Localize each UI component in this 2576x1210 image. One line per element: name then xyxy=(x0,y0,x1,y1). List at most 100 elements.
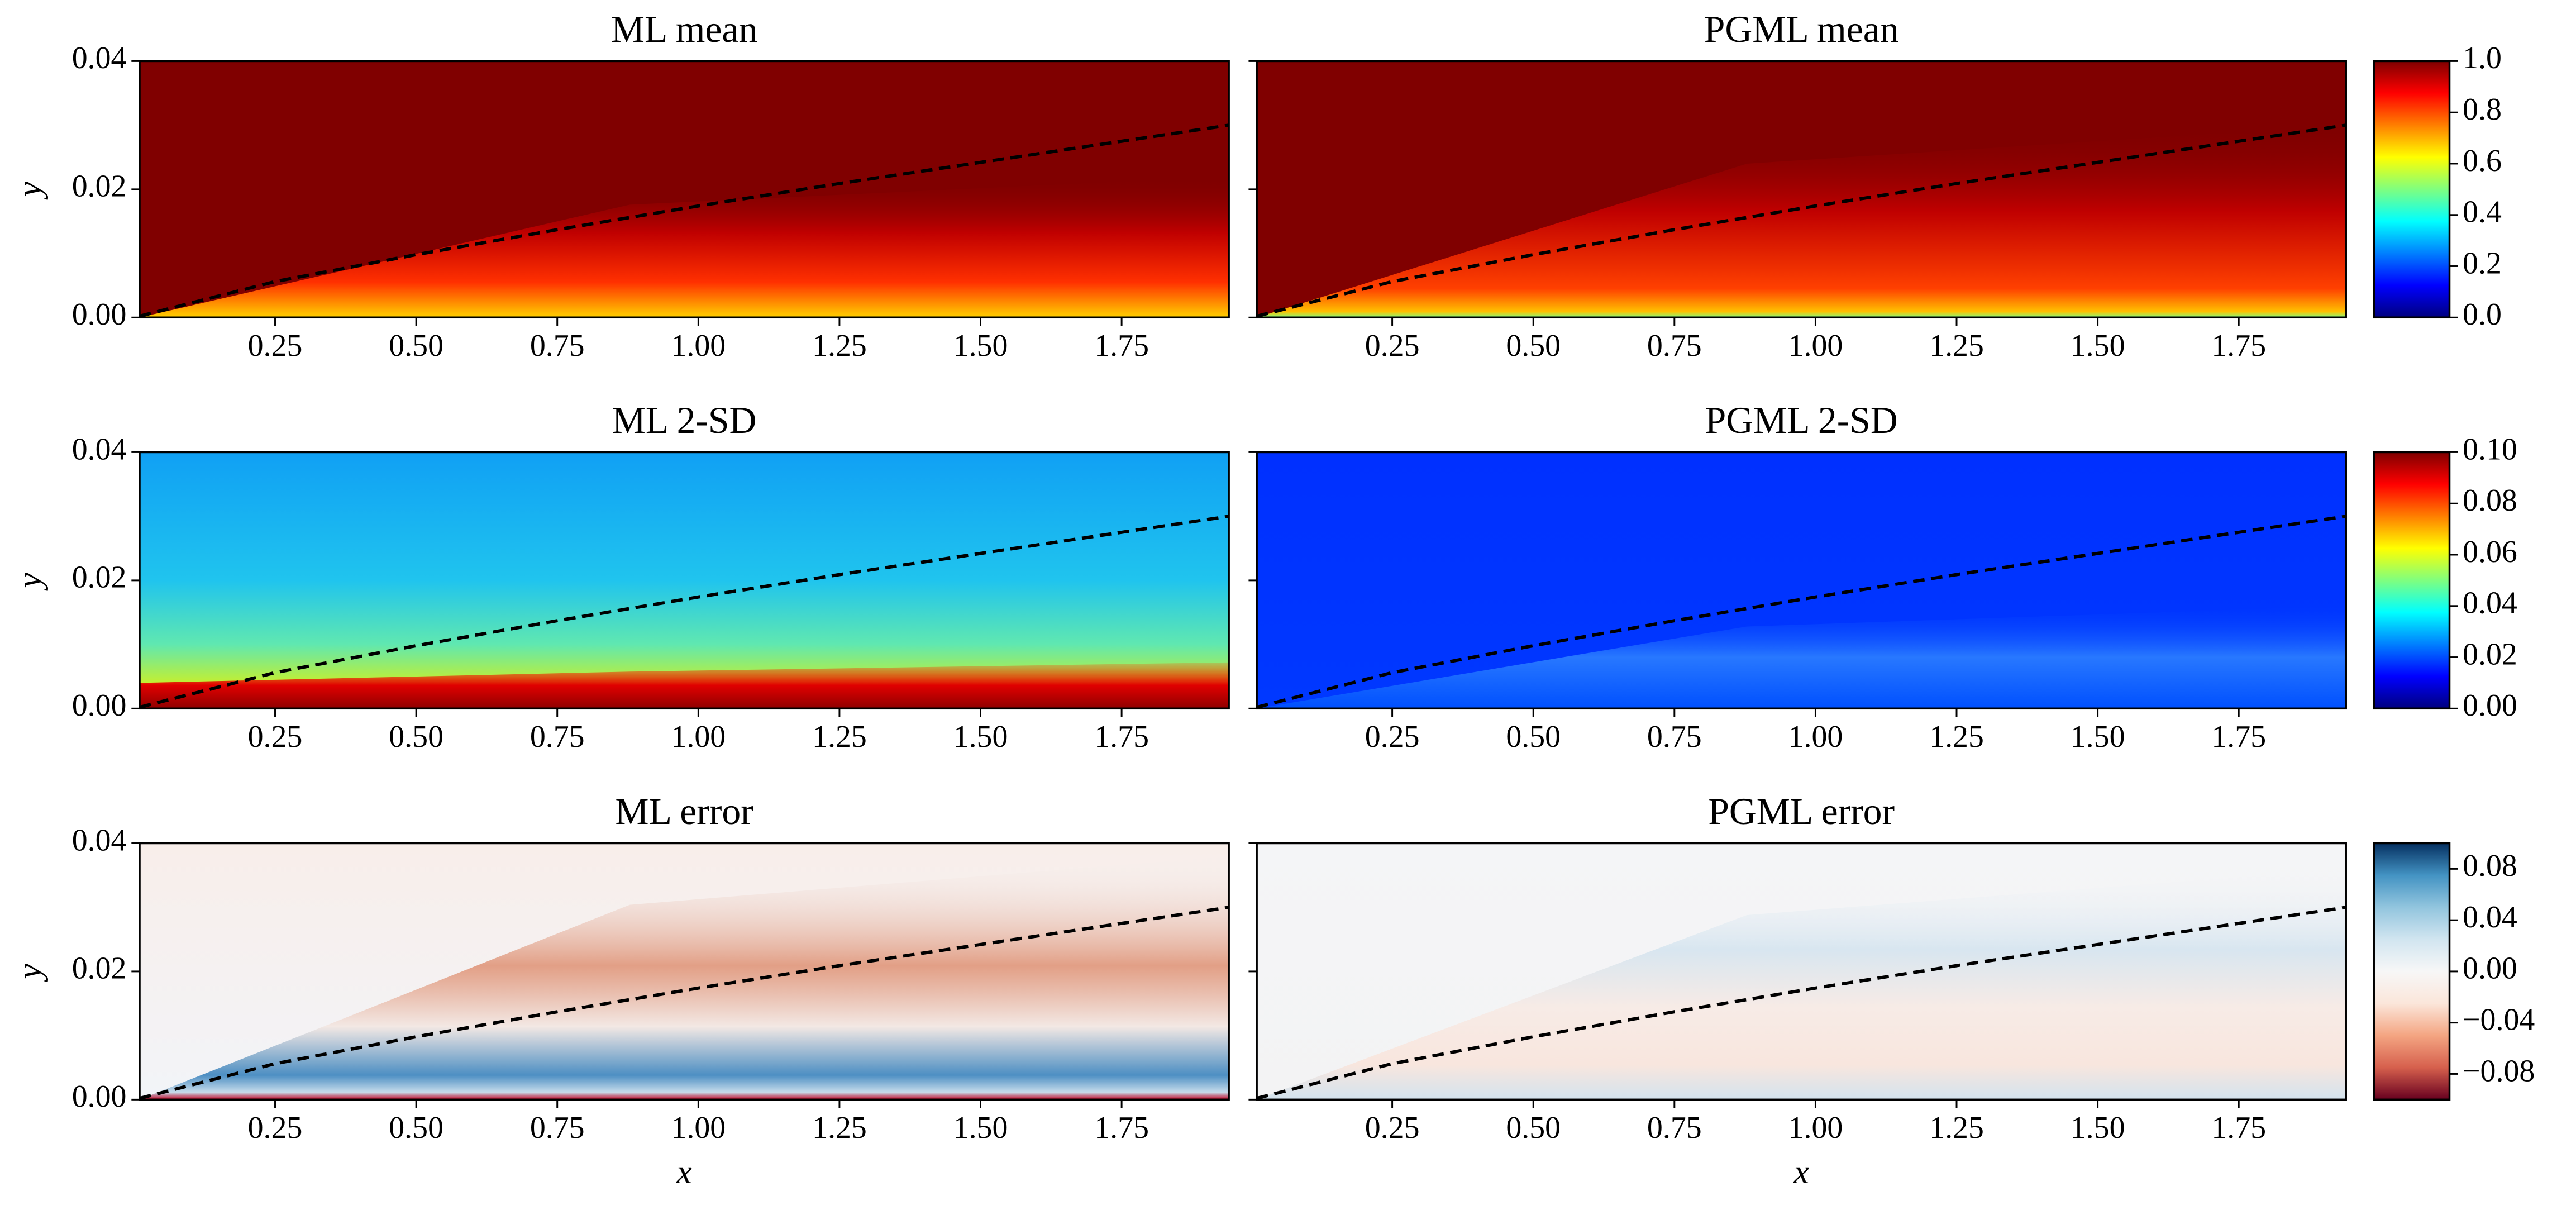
field-layer xyxy=(1257,869,2346,1100)
y-tick-label: 0.04 xyxy=(72,432,127,466)
x-tick-label: 1.75 xyxy=(1094,1111,1149,1145)
x-tick-label: 0.75 xyxy=(1647,720,1702,754)
heatmap xyxy=(140,452,1229,709)
colorbar-tick-label: 0.04 xyxy=(2463,900,2517,935)
x-tick-label: 1.00 xyxy=(671,720,726,754)
heatmap xyxy=(1257,452,2346,709)
y-axis-label: y xyxy=(11,182,49,201)
x-tick-label: 1.25 xyxy=(1929,328,1984,363)
x-tick-label: 1.75 xyxy=(2211,1111,2266,1145)
x-tick-label: 0.25 xyxy=(248,328,303,363)
field-layer xyxy=(140,176,1229,318)
x-tick-label: 1.50 xyxy=(2071,720,2125,754)
colorbar-tick-label: 0.08 xyxy=(2463,483,2517,518)
x-tick-label: 0.75 xyxy=(530,1111,585,1145)
x-tick-label: 0.75 xyxy=(530,328,585,363)
y-tick-label: 0.02 xyxy=(72,560,127,595)
colorbar xyxy=(2373,451,2451,710)
y-tick-label: 0.00 xyxy=(72,297,127,332)
x-tick-label: 1.75 xyxy=(2211,720,2266,754)
x-tick-label: 1.25 xyxy=(812,328,867,363)
x-axis-label: x xyxy=(1793,1153,1809,1191)
y-tick-label: 0.02 xyxy=(72,169,127,204)
boundary-curve xyxy=(140,906,1229,1100)
colorbar-tick-label: 0.2 xyxy=(2463,246,2502,280)
x-tick-label: 1.25 xyxy=(1929,720,1984,754)
x-tick-label: 1.75 xyxy=(2211,328,2266,363)
x-tick-label: 1.00 xyxy=(1788,1111,1843,1145)
x-tick-label: 1.25 xyxy=(812,1111,867,1145)
colorbar xyxy=(2373,60,2451,319)
y-axis-label: y xyxy=(11,573,49,592)
x-tick-label: 1.50 xyxy=(953,1111,1008,1145)
x-tick-label: 1.00 xyxy=(1788,720,1843,754)
x-tick-label: 0.50 xyxy=(1506,1111,1561,1145)
colorbar-tick-label: 0.00 xyxy=(2463,688,2517,723)
colorbar-tick-label: 0.08 xyxy=(2463,849,2517,883)
colorbar-tick-label: 0.0 xyxy=(2463,297,2502,332)
colorbar-tick-label: 0.06 xyxy=(2463,535,2517,569)
x-tick-label: 1.25 xyxy=(812,720,867,754)
heatmap xyxy=(140,61,1229,318)
heatmap xyxy=(140,843,1229,1100)
x-tick-label: 1.75 xyxy=(1094,328,1149,363)
x-tick-label: 0.50 xyxy=(389,720,443,754)
x-tick-label: 0.75 xyxy=(530,720,585,754)
colorbar-tick-label: −0.08 xyxy=(2463,1054,2535,1088)
y-tick-label: 0.00 xyxy=(72,688,127,723)
x-tick-label: 0.25 xyxy=(1365,1111,1420,1145)
boundary-curve xyxy=(140,123,1229,318)
y-tick-label: 0.00 xyxy=(72,1079,127,1114)
colorbar-tick-label: 1.0 xyxy=(2463,41,2502,75)
x-tick-label: 1.50 xyxy=(953,328,1008,363)
panel-title: PGML error xyxy=(1708,790,1895,832)
colorbar xyxy=(2373,842,2451,1101)
colorbar-tick-label: 0.02 xyxy=(2463,637,2517,671)
x-tick-label: 1.50 xyxy=(953,720,1008,754)
x-tick-label: 1.00 xyxy=(671,328,726,363)
x-tick-label: 0.25 xyxy=(1365,328,1420,363)
x-axis-label: x xyxy=(676,1153,691,1191)
x-tick-label: 0.25 xyxy=(1365,720,1420,754)
boundary-curve xyxy=(1257,515,2346,709)
y-axis-label: y xyxy=(11,964,49,983)
x-tick-label: 0.50 xyxy=(389,328,443,363)
x-tick-label: 1.50 xyxy=(2071,328,2125,363)
field-layer xyxy=(1257,606,2346,709)
x-tick-label: 0.50 xyxy=(1506,328,1561,363)
panel-title: ML mean xyxy=(611,8,757,50)
field-layer xyxy=(1257,125,2346,318)
x-tick-label: 1.50 xyxy=(2071,1111,2125,1145)
colorbar-tick-label: 0.8 xyxy=(2463,92,2502,127)
x-tick-label: 0.75 xyxy=(1647,328,1702,363)
colorbar-tick-label: −0.04 xyxy=(2463,1003,2535,1037)
colorbar-tick-label: 0.6 xyxy=(2463,144,2502,178)
x-tick-label: 1.25 xyxy=(1929,1111,1984,1145)
colorbar-tick-label: 0.00 xyxy=(2463,951,2517,986)
boundary-curve xyxy=(140,515,1229,709)
colorbar-tick-label: 0.4 xyxy=(2463,195,2502,230)
colorbar-tick-label: 0.10 xyxy=(2463,432,2517,466)
x-tick-label: 0.25 xyxy=(248,1111,303,1145)
heatmap xyxy=(1257,61,2346,318)
panel-title: PGML mean xyxy=(1704,8,1899,50)
panel-title: PGML 2-SD xyxy=(1705,399,1898,441)
x-tick-label: 1.00 xyxy=(671,1111,726,1145)
heatmap xyxy=(1257,843,2346,1100)
field-layer xyxy=(140,662,1229,709)
y-tick-label: 0.04 xyxy=(72,41,127,75)
x-tick-label: 0.25 xyxy=(248,720,303,754)
x-tick-label: 0.50 xyxy=(1506,720,1561,754)
boundary-curve xyxy=(1257,906,2346,1100)
y-tick-label: 0.04 xyxy=(72,823,127,858)
x-tick-label: 0.50 xyxy=(389,1111,443,1145)
x-tick-label: 1.00 xyxy=(1788,328,1843,363)
x-tick-label: 1.75 xyxy=(1094,720,1149,754)
panel-title: ML error xyxy=(615,790,753,832)
colorbar-tick-label: 0.04 xyxy=(2463,586,2517,621)
x-tick-label: 0.75 xyxy=(1647,1111,1702,1145)
boundary-curve xyxy=(1257,123,2346,318)
panel-title: ML 2-SD xyxy=(612,399,757,441)
y-tick-label: 0.02 xyxy=(72,951,127,986)
